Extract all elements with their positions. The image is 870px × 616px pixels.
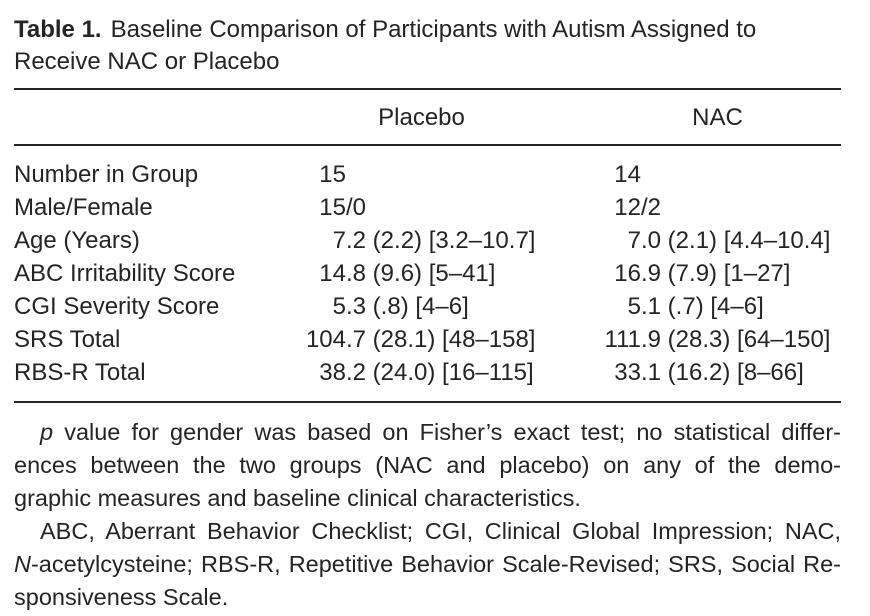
nac-value: 33.1 (16.2) [8–66] [584,356,841,401]
row-label: SRS Total [14,326,121,353]
header-empty [14,90,299,146]
value-rest: .7 (28.1) [48–158] [346,326,536,353]
table-row: Male/Female 15/0 12/2 [14,191,841,224]
baseline-comparison-table: Placebo NAC Number in Group 15 14 Male/Fema… [14,90,841,401]
footnote-italic-term: p [40,419,54,445]
table-body: Number in Group 15 14 Male/Female 15/0 12/2 Ag… [14,145,841,401]
table-row: CGI Severity Score 5.3 (.8) [4–6] 5.1 (.7)… [14,290,841,323]
row-label: ABC Irritability Score [14,260,236,287]
placebo-value: 15/0 [299,191,584,224]
value-integer-part: 15 [319,161,346,188]
value-integer-part: 38 [319,359,346,386]
placebo-value: 5.3 (.8) [4–6] [299,290,584,323]
table-row: Number in Group 15 14 [14,145,841,191]
footnote-text: graphic measures and baseline clinical c… [14,485,581,511]
footnote-text: value for gender was based on Fisher’s e… [53,419,841,445]
value-rest: /2 [641,194,662,221]
placebo-value: 15 [299,145,584,191]
table-row: Age (Years) 7.2 (2.2) [3.2–10.7] 7.0 (2.1)… [14,224,841,257]
nac-value: 111.9 (28.3) [64–150] [584,323,841,356]
value-rest: .2 (2.2) [3.2–10.7] [346,227,536,254]
row-label: CGI Severity Score [14,293,220,320]
row-label: Male/Female [14,194,153,221]
header-placebo: Placebo [299,90,584,146]
header-row: Placebo NAC [14,90,841,146]
table-caption: Table 1. Baseline Comparison of Participa… [14,14,841,78]
footnote-text: ences between the two groups (NAC and pl… [14,452,841,478]
table-row: SRS Total 104.7 (28.1) [48–158] 111.9 (28.… [14,323,841,356]
value-rest: .9 (7.9) [1–27] [641,260,791,287]
nac-value: 7.0 (2.1) [4.4–10.4] [584,224,841,257]
placebo-value: 7.2 (2.2) [3.2–10.7] [299,224,584,257]
value-integer-part: 33 [614,359,641,386]
table-row: RBS-R Total 38.2 (24.0) [16–115] 33.1 (16.… [14,356,841,401]
row-label: RBS-R Total [14,359,146,386]
nac-value: 16.9 (7.9) [1–27] [584,257,841,290]
value-rest: .1 (.7) [4–6] [641,293,764,320]
value-integer-part: 7 [627,227,641,254]
placebo-value: 14.8 (9.6) [5–41] [299,257,584,290]
footnote-line: sponsiveness Scale. [14,581,841,614]
value-rest: .8 (9.6) [5–41] [346,260,496,287]
table-footnotes: p value for gender was based on Fisher’s… [14,416,841,614]
table-caption-text: Baseline Comparison of Participants with… [14,16,757,75]
footnote-line: ences between the two groups (NAC and pl… [14,449,841,482]
value-rest: /0 [346,194,367,221]
value-rest: .2 (24.0) [16–115] [346,359,534,386]
value-integer-part: 5 [627,293,641,320]
value-integer-part: 12 [614,194,641,221]
value-integer-part: 111 [604,326,641,353]
value-integer-part: 15 [319,194,346,221]
footnote-line: graphic measures and baseline clinical c… [14,482,841,515]
nac-value: 12/2 [584,191,841,224]
footnote-text: ABC, Aberrant Behavior Checklist; CGI, C… [40,518,841,544]
value-integer-part: 104 [305,326,346,353]
value-rest: .3 (.8) [4–6] [346,293,469,320]
top-rule [14,88,841,90]
value-integer-part: 14 [614,161,641,188]
footnote-line: N-acetylcysteine; RBS-R, Repetitive Beha… [14,548,841,581]
footnote-text: sponsiveness Scale. [14,584,229,610]
header-nac: NAC [584,90,841,146]
bottom-rule [14,401,841,403]
value-rest: .0 (2.1) [4.4–10.4] [641,227,831,254]
footnote-line: ABC, Aberrant Behavior Checklist; CGI, C… [14,515,841,548]
table-row: ABC Irritability Score 14.8 (9.6) [5–41] 1… [14,257,841,290]
placebo-value: 38.2 (24.0) [16–115] [299,356,584,401]
nac-value: 14 [584,145,841,191]
value-rest: .9 (28.3) [64–150] [641,326,831,353]
footnote-italic-term: N [14,551,31,577]
footnote-text: -acetylcysteine; RBS-R, Repetitive Behav… [30,551,841,577]
value-integer-part: 16 [614,260,641,287]
table-number: Table 1. [14,16,102,43]
value-integer-part: 5 [332,293,346,320]
row-label: Age (Years) [14,227,140,254]
value-integer-part: 7 [332,227,346,254]
row-label: Number in Group [14,161,199,188]
value-rest: .1 (16.2) [8–66] [641,359,804,386]
footnote-line: p value for gender was based on Fisher’s… [14,416,841,449]
placebo-value: 104.7 (28.1) [48–158] [299,323,584,356]
value-integer-part: 14 [319,260,346,287]
nac-value: 5.1 (.7) [4–6] [584,290,841,323]
